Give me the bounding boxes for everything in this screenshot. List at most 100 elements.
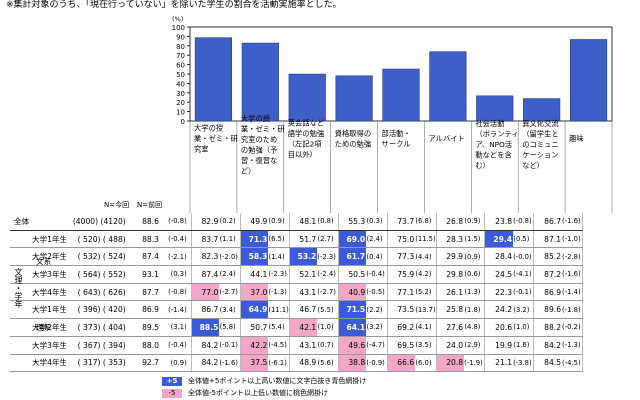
cell-value: 84.2 — [191, 336, 220, 355]
cell-value: 88.3 — [128, 230, 160, 249]
category-label: ケーション — [522, 151, 558, 160]
cell-diff: (0.6) — [464, 265, 486, 284]
cell-value: 19.9 — [484, 336, 514, 355]
table-row: 大学3年生( 367) ( 394) 88.0 (-0.4) 84.2 (-0.1) 42… — [10, 336, 632, 355]
cell-diff: (-2.7) — [219, 283, 241, 302]
cell-value: 93.1 — [128, 265, 160, 284]
row-label: 大学4年生 — [10, 283, 67, 302]
cell-diff: (2.2) — [366, 300, 388, 320]
cell-value: 38.8 — [338, 354, 367, 373]
category-label: 英会話など — [288, 118, 325, 127]
category-label: アルバイト — [428, 134, 464, 143]
cell-diff: (-2.8) — [562, 247, 584, 267]
cell-diff: (-2.4) — [317, 265, 339, 284]
cell-diff: (-4.5) — [562, 354, 584, 373]
cell-value: 87.4 — [191, 265, 220, 284]
cell-diff: (1.6) — [513, 336, 535, 355]
row-label: 大学1年生 — [10, 230, 67, 249]
cell-value: 42.2 — [240, 336, 269, 355]
cell-diff: (-1.3) — [268, 283, 290, 302]
legend-plus-box: +5 — [162, 376, 182, 386]
cell-value: 73.5 — [387, 300, 416, 320]
bar-7 — [523, 98, 561, 122]
cell-diff: (-1.6) — [562, 265, 584, 284]
cell-diff: (0.8) — [317, 213, 339, 231]
legend: +5 全体値+5ポイント以上高い数値に文字白抜き青色網掛け -5 全体値-5ポイント… — [162, 375, 366, 399]
cell-value: 86.9 — [128, 300, 160, 320]
cell-value: 48.1 — [289, 213, 318, 231]
cell-diff: (11.5) — [415, 230, 437, 249]
table-row: 大学4年生( 643) ( 626) 87.7 (-0.8) 77.0 (-2.7) 37… — [10, 283, 632, 302]
cell-diff: (1.0) — [317, 318, 339, 337]
group-label-bunkei: 文系 — [36, 257, 52, 266]
cell-value: 25.8 — [436, 300, 465, 320]
category-label: 究室 — [194, 145, 209, 154]
cell-value: 61.7 — [338, 247, 367, 267]
cell-diff: (4.2) — [415, 265, 437, 284]
category-label: ための勉強 — [335, 139, 372, 148]
category-label: 動などを含 — [475, 151, 512, 160]
cell-diff: (5.8) — [219, 318, 241, 337]
table-row: 大学2年生( 532) ( 524) 87.4 (-2.1) 82.3 (-2.0) 58… — [10, 247, 632, 267]
cell-diff: (-1.6) — [562, 213, 584, 231]
cell-value: 43.1 — [289, 336, 318, 355]
cell-diff: (6.0) — [415, 354, 437, 373]
cell-value: 52.1 — [289, 265, 318, 284]
cell-value: 88.5 — [191, 318, 220, 337]
cell-diff: (-1.4) — [160, 300, 192, 320]
cell-diff: (4.4) — [415, 247, 437, 267]
category-label: 異文化交流 — [522, 119, 559, 128]
cell-diff: (0.3) — [160, 265, 192, 284]
cell-diff: (0.5) — [513, 230, 535, 249]
row-n: ( 520) ( 488) — [66, 230, 129, 249]
cell-diff: (-1.4) — [562, 283, 584, 302]
category-label: 資格取得の — [335, 129, 371, 138]
bar-0 — [194, 37, 233, 122]
table-row: 大学2年生( 373) ( 404) 89.5 (3.1) 88.5 (5.8) 50.7… — [10, 318, 632, 337]
category-label: （左記2項 — [288, 139, 323, 148]
cell-value: 77.1 — [387, 283, 416, 302]
cell-diff: (11.1) — [268, 300, 290, 320]
cell-value: 88.6 — [128, 213, 160, 231]
cell-value: 71.3 — [240, 230, 269, 249]
category-label: 大学の授 — [241, 114, 271, 123]
cell-value: 77.0 — [191, 283, 220, 302]
cell-diff: (-0.1) — [513, 283, 535, 302]
cell-diff: (-0.0) — [513, 247, 535, 267]
cell-diff: (1.8) — [464, 300, 486, 320]
cell-value: 48.9 — [289, 354, 318, 373]
cell-diff: (0.2) — [219, 213, 241, 231]
cell-value: 46.7 — [289, 300, 318, 320]
bar-5 — [429, 51, 467, 122]
cell-value: 20.8 — [436, 354, 465, 373]
cell-diff: (0.7) — [317, 336, 339, 355]
cell-diff: (0.9) — [268, 213, 290, 231]
cell-value: 86.9 — [533, 283, 563, 302]
cell-value: 24.0 — [436, 336, 465, 355]
table-row: 大学3年生( 564) ( 552) 93.1 (0.3) 87.4 (2.4) 44.1… — [10, 265, 632, 284]
y-tick-label: 50 — [176, 71, 185, 79]
cell-diff: (-0.8) — [160, 283, 192, 302]
cell-value: 37.0 — [240, 283, 269, 302]
cell-value: 29.8 — [436, 265, 465, 284]
cell-value: 77.3 — [387, 247, 416, 267]
cell-value: 49.6 — [338, 336, 367, 355]
cell-value: 69.5 — [387, 336, 416, 355]
cell-diff: (3.1) — [160, 318, 192, 337]
y-tick-label: 90 — [176, 33, 185, 41]
cell-diff: (-4.7) — [366, 336, 388, 355]
category-label: 語学の勉強 — [288, 129, 325, 138]
y-tick-label: 40 — [176, 80, 185, 88]
cell-value: 64.9 — [240, 300, 269, 320]
y-unit-label: (%) — [172, 15, 183, 23]
cell-diff: (6.5) — [268, 230, 290, 249]
cell-diff: (0.9) — [160, 354, 192, 373]
row-label: 大学2年生 — [10, 318, 67, 337]
y-tick-label: 10 — [176, 109, 185, 117]
cell-value: 21.1 — [484, 354, 514, 373]
cell-diff: (0.3) — [366, 213, 388, 231]
cell-diff: (4.8) — [464, 318, 486, 337]
row-n: (4000) (4120) — [66, 213, 129, 231]
cell-diff: (-3.8) — [513, 354, 535, 373]
cell-value: 37.5 — [240, 354, 269, 373]
